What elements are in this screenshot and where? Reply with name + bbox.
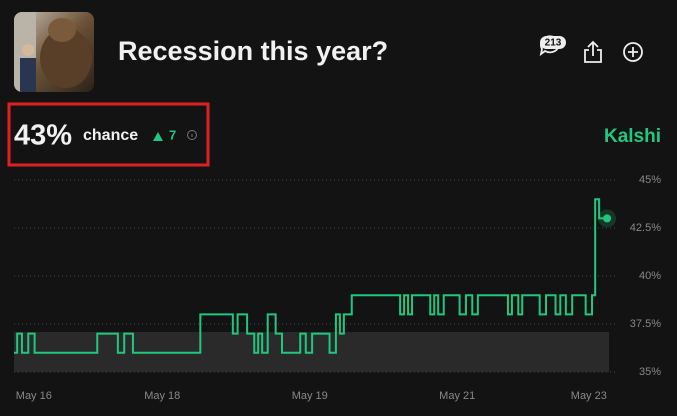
y-tick-label: 42.5% — [630, 222, 661, 234]
add-button[interactable] — [623, 42, 643, 62]
x-tick-label: May 18 — [144, 390, 180, 402]
x-tick-label: May 21 — [439, 390, 475, 402]
y-tick-label: 37.5% — [630, 318, 661, 330]
end-dot — [603, 214, 612, 223]
comment-count: 213 — [545, 38, 562, 49]
y-tick-label: 40% — [639, 270, 661, 282]
info-icon[interactable] — [187, 130, 197, 140]
x-tick-label: May 19 — [292, 390, 328, 402]
x-tick-label: May 23 — [571, 390, 607, 402]
comments-button[interactable]: 213 — [539, 35, 566, 57]
x-tick-label: May 16 — [16, 390, 52, 402]
market-image — [14, 12, 94, 92]
source-name: Kalshi — [604, 126, 661, 147]
y-tick-label: 35% — [639, 366, 661, 378]
share-button[interactable] — [584, 40, 602, 63]
line — [14, 198, 608, 354]
market-title: Recession this year? — [118, 36, 388, 66]
y-tick-label: 45% — [639, 174, 661, 186]
change-value: 7 — [169, 127, 176, 142]
chance-label: chance — [83, 127, 138, 144]
probability: 43% — [14, 120, 72, 152]
highlight-box — [7, 102, 210, 167]
change-arrow — [153, 132, 163, 141]
